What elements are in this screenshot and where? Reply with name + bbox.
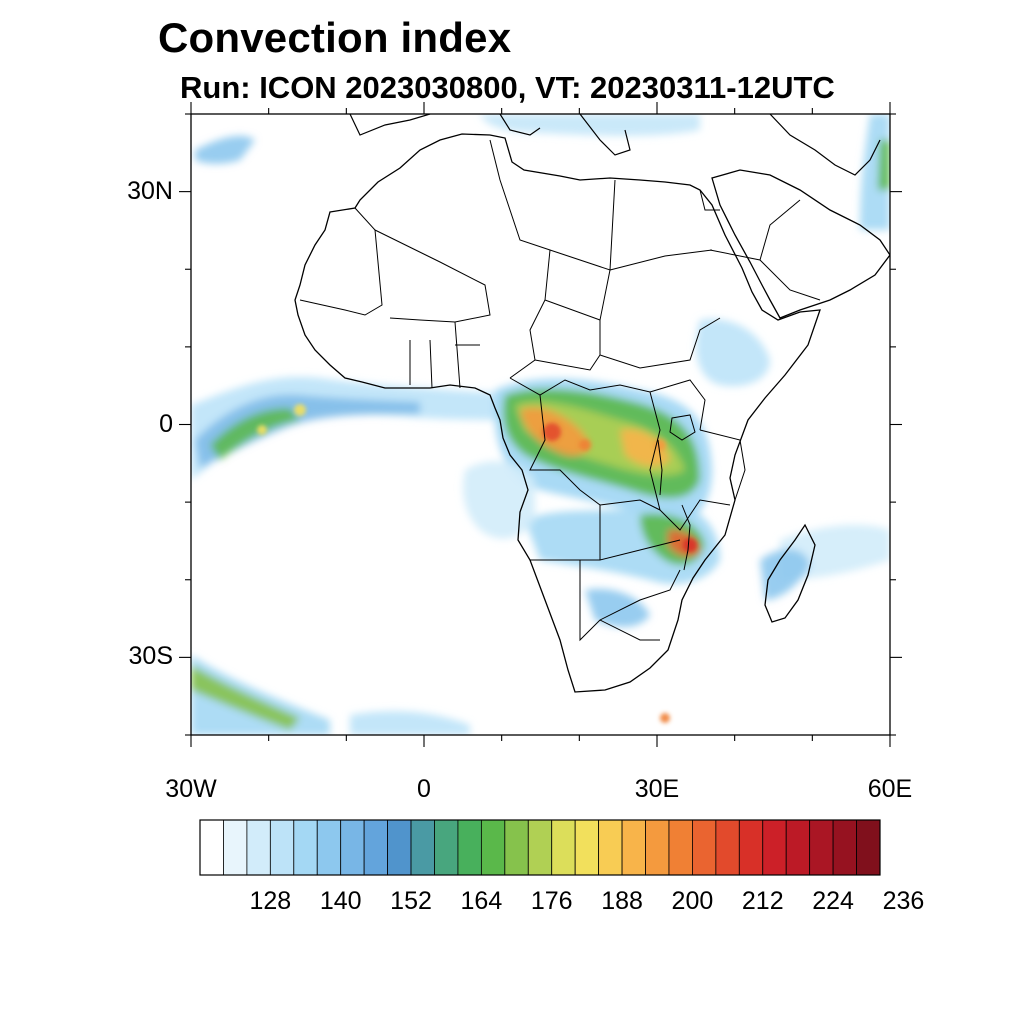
colorbar-swatch	[504, 819, 529, 876]
colorbar-swatch	[293, 819, 318, 876]
colorbar-swatch	[410, 819, 435, 876]
colorbar-label: 140	[319, 887, 362, 915]
colorbar-label: 200	[671, 887, 714, 915]
colorbar-swatch	[785, 819, 811, 876]
colorbar-swatch	[316, 819, 342, 876]
map-plot-area	[191, 114, 890, 735]
colorbar-swatch	[457, 819, 482, 876]
madagascar-coastline	[764, 523, 816, 623]
map-title: Convection index	[158, 14, 512, 61]
colorbar-frame	[199, 819, 881, 876]
lon-label: 0	[417, 775, 431, 803]
colorbar-swatch	[363, 819, 388, 876]
colorbar-label: 236	[882, 887, 925, 915]
colorbar-swatch	[832, 819, 857, 876]
arabia-coastline	[711, 169, 890, 319]
colorbar-label: 176	[530, 887, 573, 915]
colorbar-label: 188	[601, 887, 643, 915]
colorbar-swatch	[715, 819, 740, 876]
colorbar-swatch	[223, 819, 248, 876]
colorbar-swatch	[269, 819, 295, 876]
colorbar-label: 152	[390, 887, 432, 915]
colorbar-swatch	[856, 819, 881, 876]
map-subtitle: Run: ICON 2023030800, VT: 20230311-12UTC	[180, 70, 835, 105]
colorbar-label: 224	[812, 887, 854, 915]
africa-coastline	[294, 133, 821, 693]
colorbar-swatch	[387, 819, 412, 876]
colorbar-swatch	[762, 819, 787, 876]
colorbar-swatch	[621, 819, 646, 876]
colorbar-swatch	[668, 819, 693, 876]
convection-field	[191, 114, 890, 735]
country-borders	[299, 139, 821, 642]
lakes	[657, 414, 696, 571]
colorbar-swatch	[738, 819, 764, 876]
lat-label: 0	[159, 409, 173, 438]
colorbar	[199, 819, 881, 876]
colorbar-swatch	[340, 819, 365, 876]
colorbar-swatch	[692, 819, 717, 876]
colorbar-swatch	[199, 819, 224, 876]
colorbar-swatch	[809, 819, 834, 876]
colorbar-label: 128	[249, 887, 292, 915]
lon-label: 30E	[634, 775, 680, 803]
colorbar-swatch	[246, 819, 271, 876]
europe-coastline	[349, 114, 881, 176]
colorbar-label: 164	[460, 887, 503, 915]
colorbar-label: 212	[741, 887, 784, 915]
lon-label: 30W	[165, 775, 217, 803]
lat-label: 30S	[128, 642, 173, 671]
colorbar-swatch	[598, 819, 623, 876]
colorbar-swatch	[480, 819, 506, 876]
map-ticks	[179, 102, 902, 747]
colorbar-swatch	[645, 819, 670, 876]
colorbar-swatch	[527, 819, 553, 876]
lat-label: 30N	[127, 176, 173, 205]
colorbar-swatch	[434, 819, 459, 876]
lon-label: 60E	[867, 775, 913, 803]
colorbar-swatch	[574, 819, 600, 876]
colorbar-swatch	[551, 819, 576, 876]
